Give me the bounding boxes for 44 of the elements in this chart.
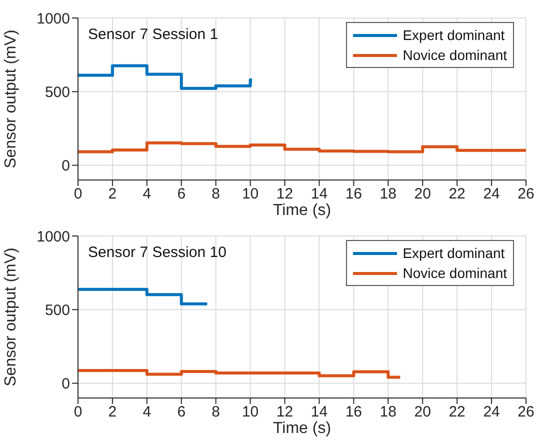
x-tick-label: 14: [310, 404, 328, 421]
legend-label: Expert dominant: [402, 244, 505, 263]
x-tick-label: 20: [414, 404, 431, 421]
x-tick-label: 20: [414, 186, 431, 203]
x-axis-title: Time (s): [272, 202, 332, 220]
x-tick-label: 0: [74, 186, 82, 203]
x-tick-label: 18: [380, 186, 396, 203]
x-tick-label: 22: [448, 404, 466, 421]
x-tick-label: 26: [518, 404, 534, 421]
x-tick-label: 24: [483, 404, 500, 421]
legend-label: Expert dominant: [402, 26, 505, 45]
x-tick-label: 26: [518, 186, 534, 203]
x-tick-label: 6: [177, 186, 186, 203]
y-axis-title: Sensor output (mV): [2, 248, 20, 386]
x-tick-label: 12: [276, 186, 294, 203]
y-tick-label: 500: [44, 84, 70, 101]
x-tick-label: 16: [345, 186, 362, 203]
y-tick-label: 0: [62, 158, 70, 175]
x-tick-label: 10: [242, 404, 259, 421]
x-tick-label: 4: [142, 404, 152, 421]
x-tick-label: 10: [242, 186, 259, 203]
x-tick-label: 6: [177, 404, 186, 421]
text: Sensor 7 Session 10: [88, 244, 226, 261]
x-tick-label: 8: [212, 186, 220, 203]
x-tick-label: 12: [276, 404, 294, 421]
x-tick-label: 14: [310, 186, 328, 203]
x-tick-label: 0: [74, 404, 82, 421]
text: Sensor 7 Session 1: [88, 26, 218, 43]
x-axis-title: Time (s): [272, 420, 332, 438]
y-axis-title: Sensor output (mV): [2, 30, 20, 168]
x-tick-label: 8: [212, 404, 220, 421]
x-tick-label: 2: [108, 186, 117, 203]
y-tick-label: 1000: [36, 228, 70, 246]
x-tick-label: 4: [142, 186, 152, 203]
legend-label: Novice dominant: [402, 46, 507, 65]
x-tick-label: 22: [448, 186, 466, 203]
y-tick-label: 500: [44, 302, 70, 319]
x-tick-label: 2: [108, 404, 117, 421]
y-tick-label: 0: [62, 376, 70, 393]
legend-label: Novice dominant: [402, 264, 507, 283]
y-tick-label: 1000: [36, 10, 70, 28]
x-tick-label: 16: [345, 404, 362, 421]
x-tick-label: 18: [380, 404, 396, 421]
x-tick-label: 24: [483, 186, 500, 203]
